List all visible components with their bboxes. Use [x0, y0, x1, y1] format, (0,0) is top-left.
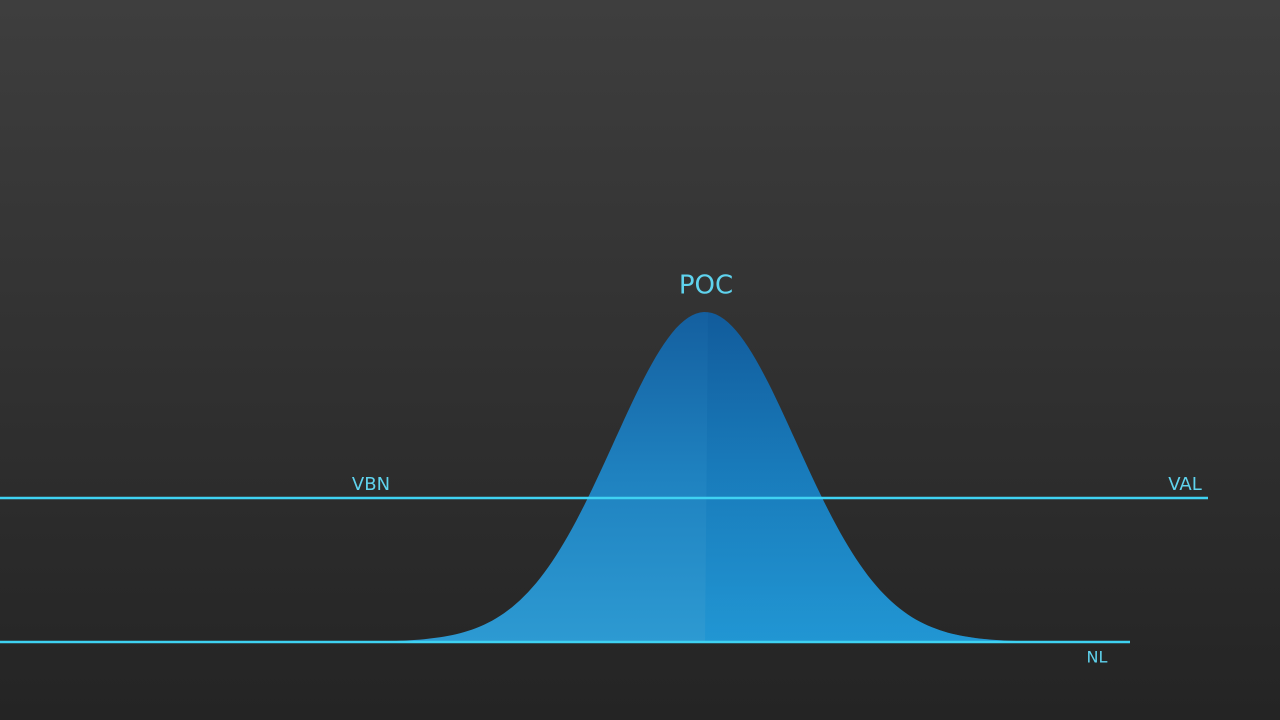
bell-curve — [380, 312, 1030, 642]
upper-right-label: VAL — [1168, 474, 1202, 495]
baseline-label: NL — [1087, 648, 1108, 667]
upper-left-label: VBN — [352, 474, 390, 495]
bell-curve-shade — [705, 312, 1030, 642]
peak-label: POC — [679, 271, 733, 301]
